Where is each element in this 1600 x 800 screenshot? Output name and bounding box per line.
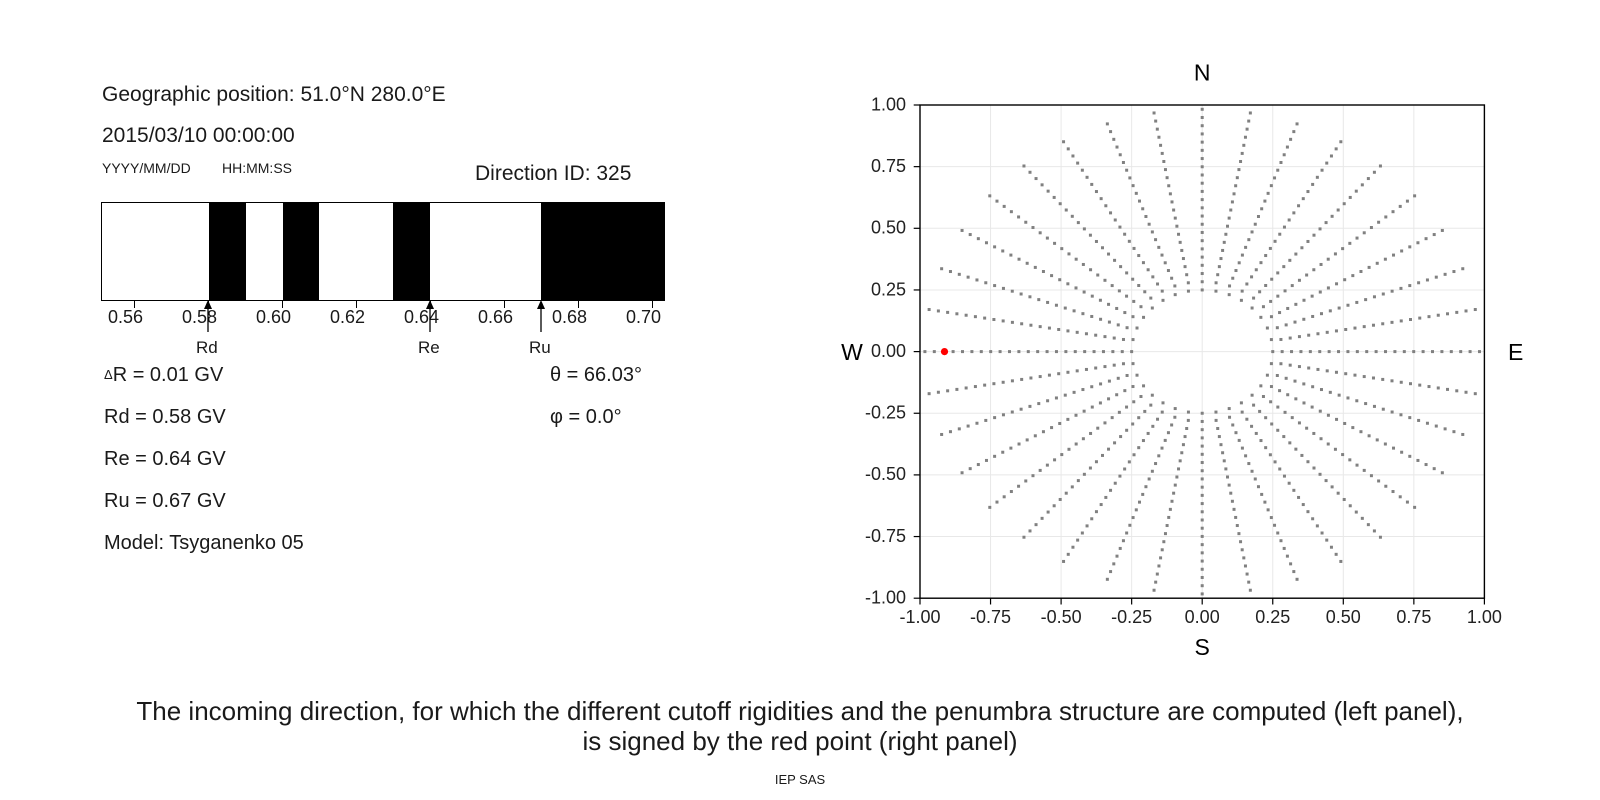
- svg-text:-0.25: -0.25: [865, 403, 906, 423]
- svg-text:E: E: [1508, 339, 1523, 365]
- svg-text:W: W: [841, 339, 863, 365]
- svg-text:1.00: 1.00: [871, 94, 906, 114]
- svg-text:0.50: 0.50: [1326, 607, 1361, 627]
- svg-text:0.00: 0.00: [1185, 607, 1220, 627]
- svg-text:-1.00: -1.00: [899, 607, 940, 627]
- svg-text:-0.50: -0.50: [865, 464, 906, 484]
- svg-text:-0.25: -0.25: [1111, 607, 1152, 627]
- svg-text:-0.75: -0.75: [970, 607, 1011, 627]
- svg-text:-1.00: -1.00: [865, 588, 906, 608]
- svg-text:0.25: 0.25: [1255, 607, 1290, 627]
- svg-text:0.75: 0.75: [871, 156, 906, 176]
- svg-text:S: S: [1195, 634, 1210, 660]
- svg-text:N: N: [1194, 60, 1211, 86]
- svg-text:0.50: 0.50: [871, 218, 906, 238]
- svg-text:1.00: 1.00: [1467, 607, 1502, 627]
- svg-text:0.25: 0.25: [871, 279, 906, 299]
- svg-text:0.75: 0.75: [1396, 607, 1431, 627]
- svg-text:-0.75: -0.75: [865, 526, 906, 546]
- svg-text:-0.50: -0.50: [1041, 607, 1082, 627]
- svg-text:0.00: 0.00: [871, 341, 906, 361]
